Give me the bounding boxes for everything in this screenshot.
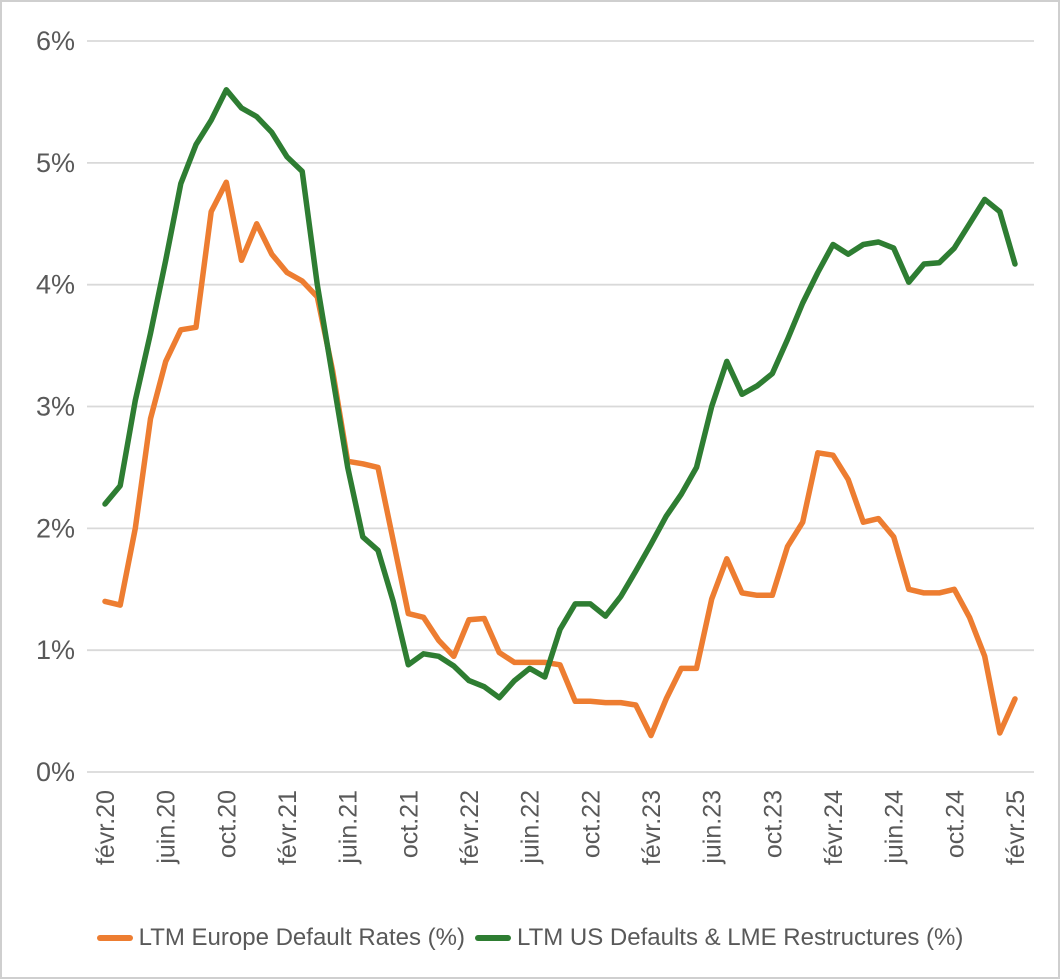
x-axis-tick-label: juin.22 bbox=[517, 790, 545, 865]
x-axis-tick-label: févr.25 bbox=[1002, 790, 1030, 865]
chart-legend: LTM Europe Default Rates (%) LTM US Defa… bbox=[2, 914, 1058, 962]
x-axis-tick-label: oct.22 bbox=[577, 790, 605, 858]
us-series-swatch-icon bbox=[475, 935, 511, 941]
y-axis-tick-label: 1% bbox=[36, 635, 75, 665]
y-axis-tick-label: 4% bbox=[36, 270, 75, 300]
europe-default-rates-line bbox=[102, 179, 1018, 739]
y-axis-tick-label: 2% bbox=[36, 513, 75, 543]
y-axis-tick-label: 5% bbox=[36, 148, 75, 178]
x-axis-tick-label: oct.24 bbox=[941, 790, 969, 858]
x-axis-tick-label: févr.22 bbox=[456, 790, 484, 865]
us-defaults-lme-line bbox=[102, 87, 1018, 701]
legend-item-us: LTM US Defaults & LME Restructures (%) bbox=[475, 924, 963, 952]
x-axis-tick-label: oct.23 bbox=[759, 790, 787, 858]
europe-series-swatch-icon bbox=[96, 935, 133, 941]
x-axis-tick-label: juin.21 bbox=[335, 790, 363, 865]
x-axis-tick-label: juin.23 bbox=[699, 790, 727, 865]
y-axis-tick-label: 0% bbox=[36, 757, 75, 787]
x-axis-tick-label: févr.24 bbox=[820, 790, 848, 865]
y-axis-tick-label: 3% bbox=[36, 392, 75, 422]
y-axis-tick-label: 6% bbox=[36, 26, 75, 56]
x-axis-tick-label: oct.21 bbox=[395, 790, 423, 858]
x-axis-tick-label: juin.20 bbox=[153, 790, 181, 865]
x-axis-tick-label: févr.23 bbox=[638, 790, 666, 865]
legend-label-europe: LTM Europe Default Rates (%) bbox=[138, 924, 465, 951]
x-axis-tick-label: oct.20 bbox=[213, 790, 241, 858]
x-axis-tick-label: juin.24 bbox=[881, 790, 909, 865]
legend-item-europe: LTM Europe Default Rates (%) bbox=[96, 924, 465, 952]
legend-label-us: LTM US Defaults & LME Restructures (%) bbox=[517, 924, 964, 951]
x-axis-tick-label: févr.21 bbox=[274, 790, 302, 865]
x-axis-tick-label: févr.20 bbox=[92, 790, 120, 865]
